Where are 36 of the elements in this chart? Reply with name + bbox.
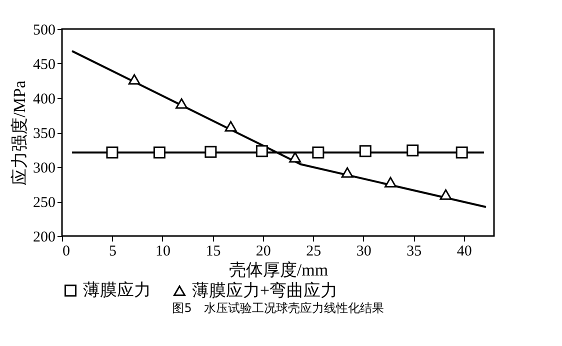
point [176,98,188,109]
y-tick-label: 450 [33,57,56,73]
point [456,146,468,159]
x-tick-label: 5 [108,244,116,260]
y-tick-label: 350 [33,126,56,142]
y-tick-label: 500 [33,22,56,38]
y-tick-label: 250 [33,195,56,211]
point [359,145,372,158]
legend-label: 薄膜应力+弯曲应力 [192,280,338,300]
point [106,146,118,159]
point [312,146,324,159]
y-tick-label: 300 [33,160,56,176]
x-tick-label: 15 [206,244,221,260]
x-tick-label: 40 [456,244,472,260]
y-tick-label: 200 [33,230,56,246]
y-tick-label: 400 [33,92,56,108]
point [384,176,397,188]
x-tick-label: 25 [306,244,322,260]
x-tick-label: 0 [62,244,70,260]
x-tick-label: 20 [256,244,271,260]
x-axis-title: 壳体厚度/mm [228,260,328,280]
point [440,189,452,200]
point [153,146,166,159]
caption: 图5 水压试验工况球壳应力线性化结果 [172,301,384,315]
legend-label: 薄膜应力 [83,280,151,300]
point [128,74,140,85]
point [224,121,237,132]
y-axis-title: 应力强度/MPa [10,80,29,186]
x-tick-label: 10 [155,244,170,260]
point [289,152,302,163]
point [204,146,217,158]
point [406,144,419,156]
x-tick-label: 30 [356,244,372,260]
point [341,167,354,178]
x-tick-label: 35 [406,244,422,260]
point [256,145,268,158]
